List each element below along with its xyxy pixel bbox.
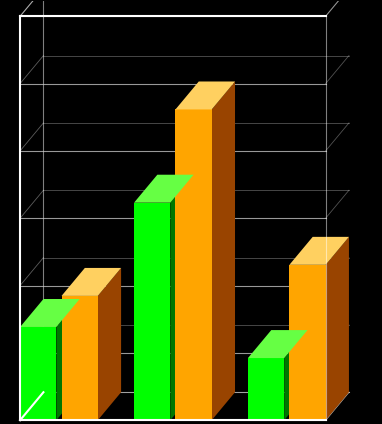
Bar <box>134 203 170 420</box>
Polygon shape <box>290 237 349 265</box>
Polygon shape <box>98 268 121 420</box>
Polygon shape <box>170 175 194 420</box>
Polygon shape <box>62 268 121 296</box>
Polygon shape <box>57 299 80 420</box>
Bar <box>175 109 212 420</box>
Bar <box>62 296 98 420</box>
Bar <box>20 327 57 420</box>
Polygon shape <box>212 81 235 420</box>
Polygon shape <box>248 330 308 358</box>
Bar <box>248 358 284 420</box>
Bar <box>290 265 325 420</box>
Polygon shape <box>20 299 80 327</box>
Polygon shape <box>175 81 235 109</box>
Polygon shape <box>284 330 308 420</box>
Polygon shape <box>134 175 194 203</box>
Polygon shape <box>325 237 349 420</box>
